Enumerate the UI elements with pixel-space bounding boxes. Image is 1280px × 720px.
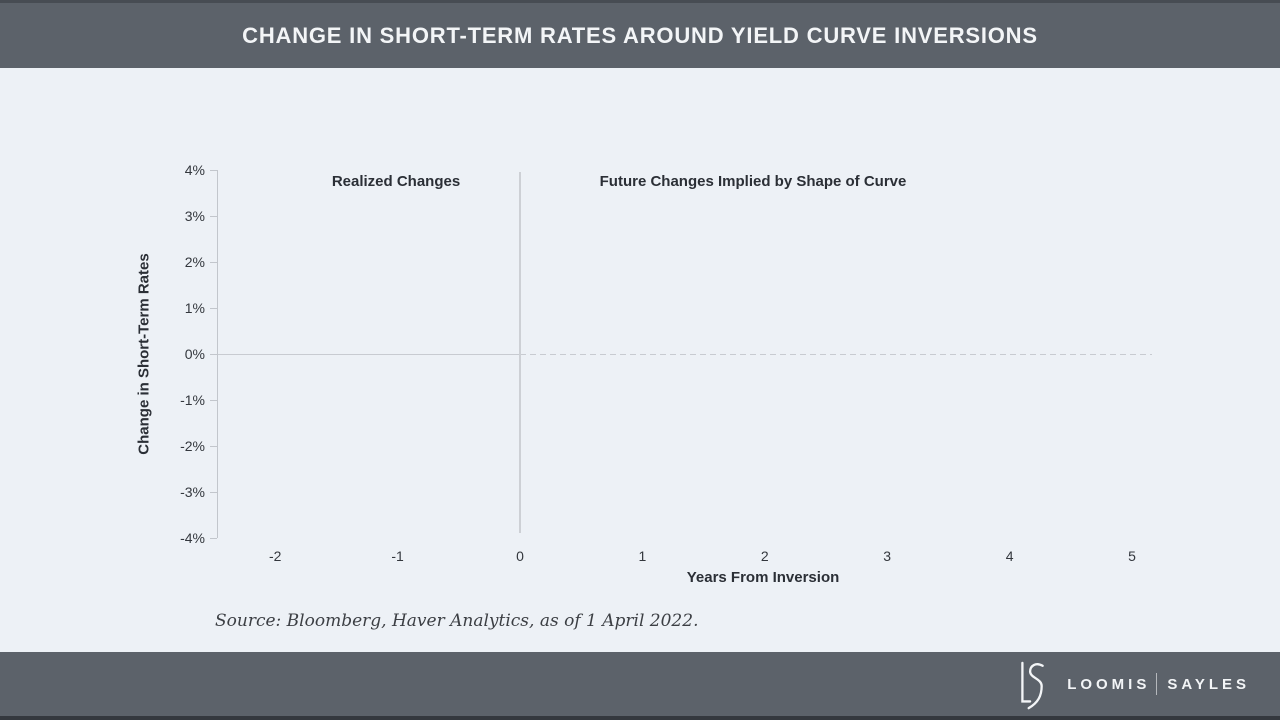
brand-sayles: SAYLES — [1167, 675, 1250, 693]
zero-gridline-realized — [218, 354, 520, 355]
footer-bar: LOOMIS SAYLES — [0, 652, 1280, 720]
y-tick-label: -3% — [180, 484, 205, 500]
y-tick-label: 0% — [184, 346, 205, 362]
x-tick-label: -1 — [391, 548, 404, 564]
y-tick-mark — [210, 538, 217, 539]
y-tick-label: -1% — [180, 392, 205, 408]
ls-monogram-icon — [1021, 661, 1044, 710]
y-tick-mark — [210, 170, 217, 171]
y-tick-label: 3% — [184, 208, 205, 224]
x-tick-label: -2 — [268, 548, 282, 564]
title-bar: CHANGE IN SHORT-TERM RATES AROUND YIELD … — [0, 0, 1280, 68]
brand-divider-line — [1156, 673, 1158, 695]
plot-area: Realized Changes Future Changes Implied … — [0, 68, 1280, 652]
y-tick-mark — [210, 492, 217, 493]
y-tick-mark — [210, 400, 217, 401]
x-tick-label: 4 — [1005, 548, 1014, 564]
y-tick-mark — [210, 262, 217, 263]
x-tick-label: 5 — [1128, 548, 1136, 564]
x-tick-label: 0 — [516, 548, 524, 564]
chart-canvas: Realized Changes Future Changes Implied … — [0, 68, 1280, 652]
x-tick-label: 1 — [638, 548, 647, 564]
annotation-realized-changes: Realized Changes — [331, 173, 461, 190]
annotation-future-changes: Future Changes Implied by Shape of Curve — [599, 173, 907, 190]
y-tick-label: -4% — [180, 530, 205, 546]
source-note: Source: Bloomberg, Haver Analytics, as o… — [215, 611, 699, 631]
y-tick-label: -2% — [180, 438, 205, 454]
y-tick-mark — [210, 308, 217, 309]
x-axis-title: Years From Inversion — [686, 569, 840, 586]
x-tick-label: 3 — [883, 548, 892, 564]
x-tick-label: 2 — [760, 548, 769, 564]
y-tick-mark — [210, 216, 217, 217]
y-tick-label: 2% — [184, 254, 205, 270]
zero-gridline-implied — [520, 354, 1152, 355]
brand-lockup: LOOMIS SAYLES — [1015, 656, 1250, 712]
y-tick-mark — [210, 446, 217, 447]
y-axis-line — [217, 170, 218, 538]
y-tick-mark — [210, 354, 217, 355]
brand-loomis: LOOMIS — [1067, 675, 1151, 693]
slide-title: CHANGE IN SHORT-TERM RATES AROUND YIELD … — [242, 22, 1038, 48]
y-tick-label: 1% — [184, 300, 205, 316]
y-tick-label: 4% — [184, 162, 205, 178]
inversion-vertical-line — [519, 172, 521, 533]
